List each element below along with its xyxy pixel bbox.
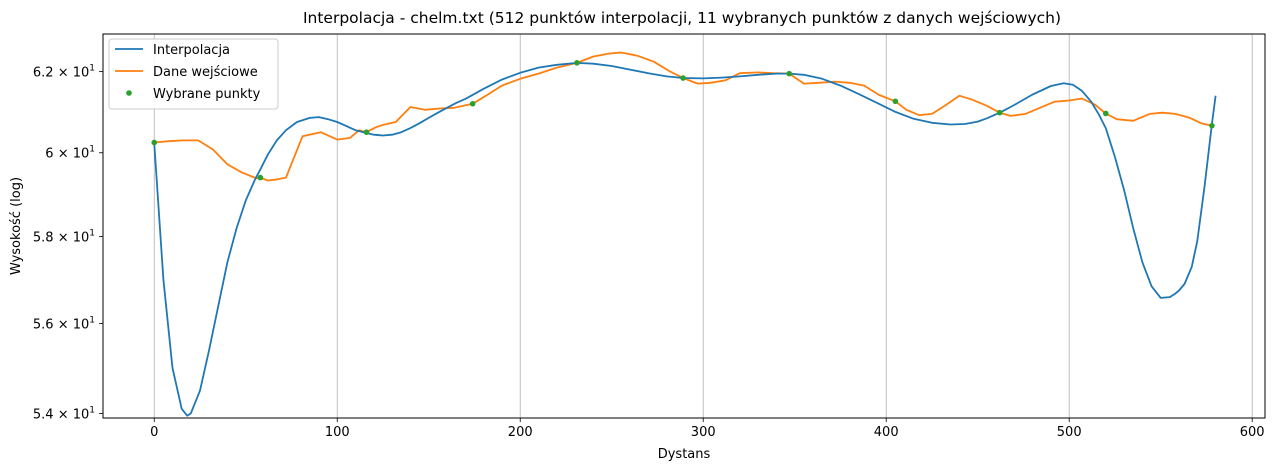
data-point [1209,122,1215,129]
y-tick-mantissa: 5.4 [33,407,54,422]
y-tick-exponent: 1 [89,315,95,325]
x-tick-label: 0 [150,425,158,440]
data-point [151,139,158,146]
legend-label: Interpolacja [153,43,230,58]
y-tick-label: 5.8 × 101 [33,229,95,246]
y-axis: 5.4 × 101 5.6 × 101 5.8 × 101 6 × 101 6.2 × … [33,64,103,422]
y-tick-label: 5.4 × 101 [33,405,95,422]
x-tick-label: 400 [874,425,899,440]
x-axis-label: Dystans [658,447,711,462]
data-point [996,109,1003,116]
data-point [257,174,264,181]
chart-title: Interpolacja - chelm.txt (512 punktów in… [303,9,1061,27]
y-tick-mantissa: 5.6 [33,317,54,332]
y-tick-mantissa: 6 [45,147,53,162]
y-tick-exponent: 1 [89,229,95,239]
y-tick-label: 5.6 × 101 [33,315,95,332]
x-tick-label: 100 [325,425,350,440]
y-tick-exponent: 1 [89,64,95,74]
x-axis: 0 100 200 300 400 500 600 [150,418,1265,440]
legend-box [108,38,279,110]
legend: Interpolacja Dane wejściowe Wybrane punkty [108,38,279,110]
y-tick-exponent: 1 [89,145,95,155]
data-point [786,70,793,77]
data-point [574,60,580,66]
y-axis-label: Wysokość (log) [9,177,24,275]
data-point [680,75,686,81]
x-tick-label: 300 [691,425,716,440]
data-point [469,100,476,107]
data-point [1102,110,1109,117]
y-tick-mantissa: 6.2 [33,66,54,81]
series-layer [151,51,1217,417]
plot-frame [102,33,1266,419]
y-tick-label: 6.2 × 101 [33,64,95,81]
y-tick-label: 6 × 101 [45,145,95,162]
x-tick-label: 600 [1240,425,1265,440]
data-point [363,129,370,136]
data-point [892,98,899,105]
x-tick-label: 200 [508,425,533,440]
y-tick-exponent: 1 [89,405,95,415]
legend-swatch [126,90,132,96]
series-line-0 [153,62,1217,417]
x-tick-label: 500 [1057,425,1082,440]
y-tick-mantissa: 5.8 [33,231,54,246]
legend-label: Wybrane punkty [153,87,261,102]
legend-label: Dane wejściowe [153,65,258,80]
